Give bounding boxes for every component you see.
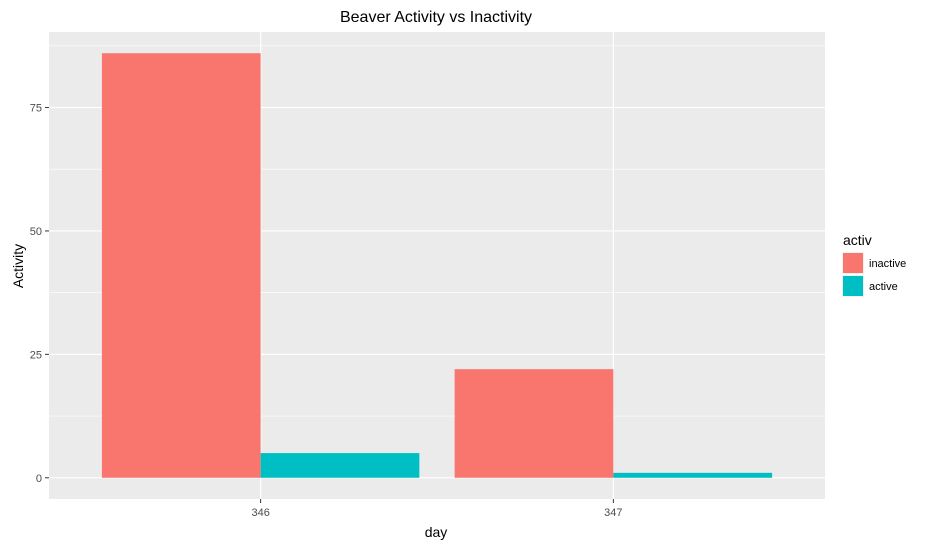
legend-label-active: active [869, 281, 898, 293]
chart-title: Beaver Activity vs Inactivity [340, 9, 532, 26]
legend: activ inactive active [842, 232, 906, 297]
x-axis-title: day [425, 524, 448, 540]
x-tick-label: 347 [604, 507, 622, 519]
bar-active-347 [613, 472, 773, 478]
bars [101, 53, 773, 478]
bar-inactive-347 [454, 369, 614, 478]
bar-active-346 [260, 453, 420, 478]
legend-title: activ [843, 232, 872, 248]
y-tick-label: 0 [36, 473, 42, 485]
y-tick-label: 25 [30, 349, 42, 361]
legend-swatch-inactive [843, 253, 863, 273]
bar-inactive-346 [101, 53, 261, 478]
x-tick-label: 346 [251, 507, 269, 519]
y-tick-label: 50 [30, 226, 42, 238]
legend-swatch-active [843, 276, 863, 296]
y-axis-title: Activity [10, 244, 26, 288]
y-axis: 0 25 50 75 [30, 103, 49, 485]
y-tick-label: 75 [30, 103, 42, 115]
x-axis: 346 347 [251, 499, 623, 519]
legend-items: inactive active [842, 252, 906, 297]
legend-label-inactive: inactive [869, 258, 906, 270]
